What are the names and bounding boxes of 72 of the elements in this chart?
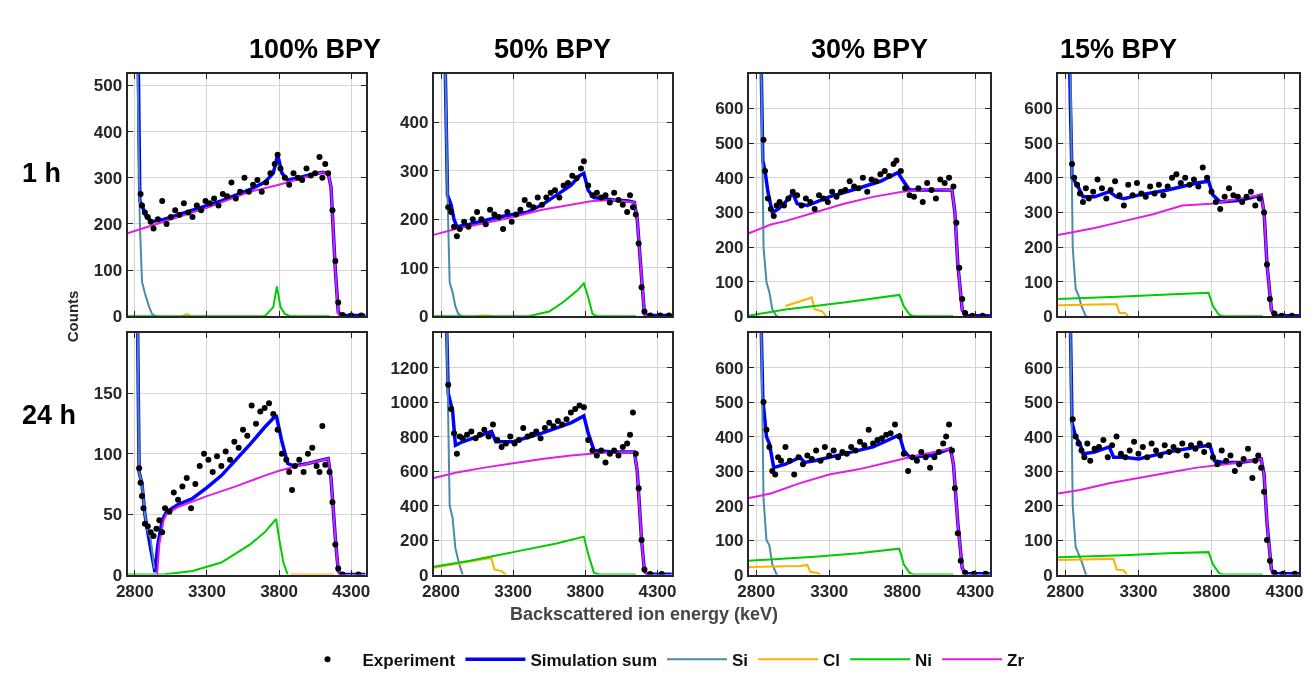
y-tick-label: 300: [715, 462, 744, 482]
chart-title: 30% BPY: [811, 34, 929, 64]
x-tick-label: 3800: [566, 581, 605, 601]
y-tick-label: 200: [93, 214, 123, 234]
y-tick-label: 300: [1024, 462, 1053, 482]
y-tick-label: 300: [1024, 203, 1053, 223]
y-tick-label: 50: [103, 505, 123, 525]
y-tick-label: 800: [400, 427, 429, 447]
y-tick-label: 0: [734, 307, 744, 327]
y-tick-label: 400: [400, 113, 429, 133]
x-tick-label: 3300: [810, 581, 849, 601]
x-tick-label: 3300: [1119, 581, 1158, 601]
y-tick-label: 0: [418, 307, 429, 327]
x-tick-label: 4300: [1265, 581, 1304, 601]
y-tick-label: 0: [112, 307, 123, 327]
y-tick-label: 1200: [390, 358, 429, 378]
chart-title: 15% BPY: [1060, 34, 1178, 64]
y-tick-label: 400: [400, 496, 429, 516]
legend-label: Cl: [823, 650, 841, 670]
chart-title: 50% BPY: [494, 34, 612, 64]
x-tick-label: 3300: [188, 581, 226, 601]
y-tick-label: 500: [1024, 393, 1053, 413]
y-tick-label: 200: [715, 238, 744, 258]
y-tick-label: 300: [400, 161, 429, 181]
y-tick-label: 100: [1024, 272, 1053, 292]
y-axis-title: Counts: [63, 290, 81, 343]
legend-label: Zr: [1007, 650, 1025, 670]
y-tick-label: 600: [715, 99, 744, 119]
text: 1 h: [22, 158, 62, 188]
y-tick-label: 0: [1043, 307, 1053, 327]
y-tick-label: 600: [1024, 99, 1053, 119]
x-tick-label: 3300: [494, 581, 533, 601]
y-tick-label: 300: [715, 203, 744, 223]
chart-title: 100% BPY: [249, 34, 382, 64]
text: 24 h: [22, 400, 77, 430]
y-tick-label: 100: [93, 261, 123, 281]
y-tick-label: 400: [715, 427, 744, 447]
x-tick-label: 3800: [883, 581, 922, 601]
y-tick-label: 150: [93, 384, 123, 404]
y-tick-label: 200: [1024, 238, 1053, 258]
y-tick-label: 200: [715, 496, 744, 516]
y-tick-label: 400: [1024, 168, 1053, 188]
y-tick-label: 100: [715, 272, 744, 292]
y-tick-label: 200: [400, 531, 429, 551]
x-axis-title: Backscattered ion energy (keV): [510, 604, 779, 624]
y-tick-label: 600: [1024, 358, 1053, 378]
legend-label: Si: [732, 650, 749, 670]
x-tick-label: 4300: [956, 581, 995, 601]
y-tick-label: 500: [1024, 134, 1053, 154]
y-tick-label: 100: [93, 444, 123, 464]
y-tick-label: 400: [1024, 427, 1053, 447]
y-tick-label: 600: [400, 462, 429, 482]
legend-label: Experiment: [362, 650, 456, 670]
y-tick-label: 600: [715, 358, 744, 378]
y-tick-label: 500: [93, 76, 123, 96]
y-tick-label: 500: [715, 134, 744, 154]
y-tick-label: 400: [715, 168, 744, 188]
y-tick-label: 400: [93, 122, 123, 142]
x-tick-label: 4300: [638, 581, 677, 601]
y-tick-label: 300: [93, 168, 123, 188]
y-tick-label: 1000: [390, 393, 429, 413]
y-tick-label: 100: [400, 258, 429, 278]
y-tick-label: 100: [1024, 531, 1053, 551]
legend-label: Ni: [915, 650, 933, 670]
x-tick-label: 3800: [260, 581, 298, 601]
x-tick-label: 4300: [332, 581, 371, 601]
y-tick-label: 500: [715, 393, 744, 413]
y-tick-label: 200: [400, 210, 429, 230]
y-tick-label: 100: [715, 531, 744, 551]
y-tick-label: 200: [1024, 496, 1053, 516]
x-tick-label: 3800: [1192, 581, 1231, 601]
legend-label: Simulation sum: [530, 650, 657, 670]
